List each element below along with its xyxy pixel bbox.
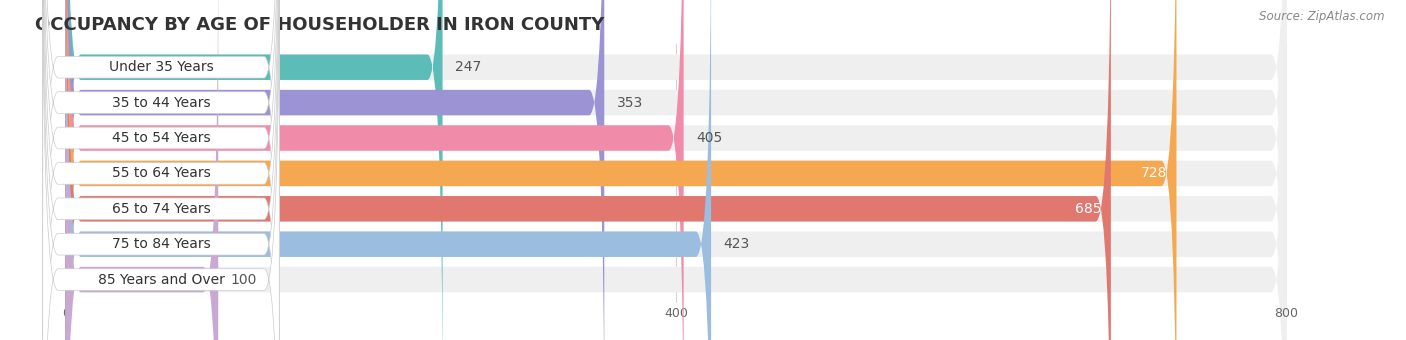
FancyBboxPatch shape — [42, 0, 280, 340]
Text: 247: 247 — [454, 60, 481, 74]
FancyBboxPatch shape — [66, 0, 1111, 340]
Text: Under 35 Years: Under 35 Years — [108, 60, 214, 74]
Text: 45 to 54 Years: 45 to 54 Years — [111, 131, 211, 145]
Text: 75 to 84 Years: 75 to 84 Years — [111, 237, 211, 251]
FancyBboxPatch shape — [66, 0, 1286, 340]
Text: 423: 423 — [723, 237, 749, 251]
FancyBboxPatch shape — [66, 0, 1286, 340]
FancyBboxPatch shape — [42, 0, 280, 340]
FancyBboxPatch shape — [66, 0, 443, 340]
FancyBboxPatch shape — [66, 0, 1286, 340]
FancyBboxPatch shape — [66, 0, 1286, 340]
FancyBboxPatch shape — [66, 0, 1286, 340]
Text: 35 to 44 Years: 35 to 44 Years — [111, 96, 211, 109]
FancyBboxPatch shape — [42, 0, 280, 340]
Text: 353: 353 — [616, 96, 643, 109]
FancyBboxPatch shape — [42, 0, 280, 340]
Text: 100: 100 — [231, 273, 257, 287]
FancyBboxPatch shape — [66, 0, 605, 340]
FancyBboxPatch shape — [66, 0, 711, 340]
Text: 405: 405 — [696, 131, 723, 145]
Text: 728: 728 — [1140, 166, 1167, 181]
FancyBboxPatch shape — [66, 0, 683, 340]
FancyBboxPatch shape — [42, 0, 280, 340]
FancyBboxPatch shape — [66, 0, 1286, 340]
FancyBboxPatch shape — [66, 0, 218, 340]
Text: 85 Years and Over: 85 Years and Over — [97, 273, 225, 287]
FancyBboxPatch shape — [66, 0, 1286, 340]
Text: 685: 685 — [1076, 202, 1102, 216]
Text: 65 to 74 Years: 65 to 74 Years — [111, 202, 211, 216]
FancyBboxPatch shape — [66, 0, 1177, 340]
Text: 55 to 64 Years: 55 to 64 Years — [111, 166, 211, 181]
FancyBboxPatch shape — [42, 0, 280, 340]
FancyBboxPatch shape — [42, 0, 280, 340]
Text: Source: ZipAtlas.com: Source: ZipAtlas.com — [1260, 10, 1385, 23]
Text: OCCUPANCY BY AGE OF HOUSEHOLDER IN IRON COUNTY: OCCUPANCY BY AGE OF HOUSEHOLDER IN IRON … — [35, 16, 605, 34]
